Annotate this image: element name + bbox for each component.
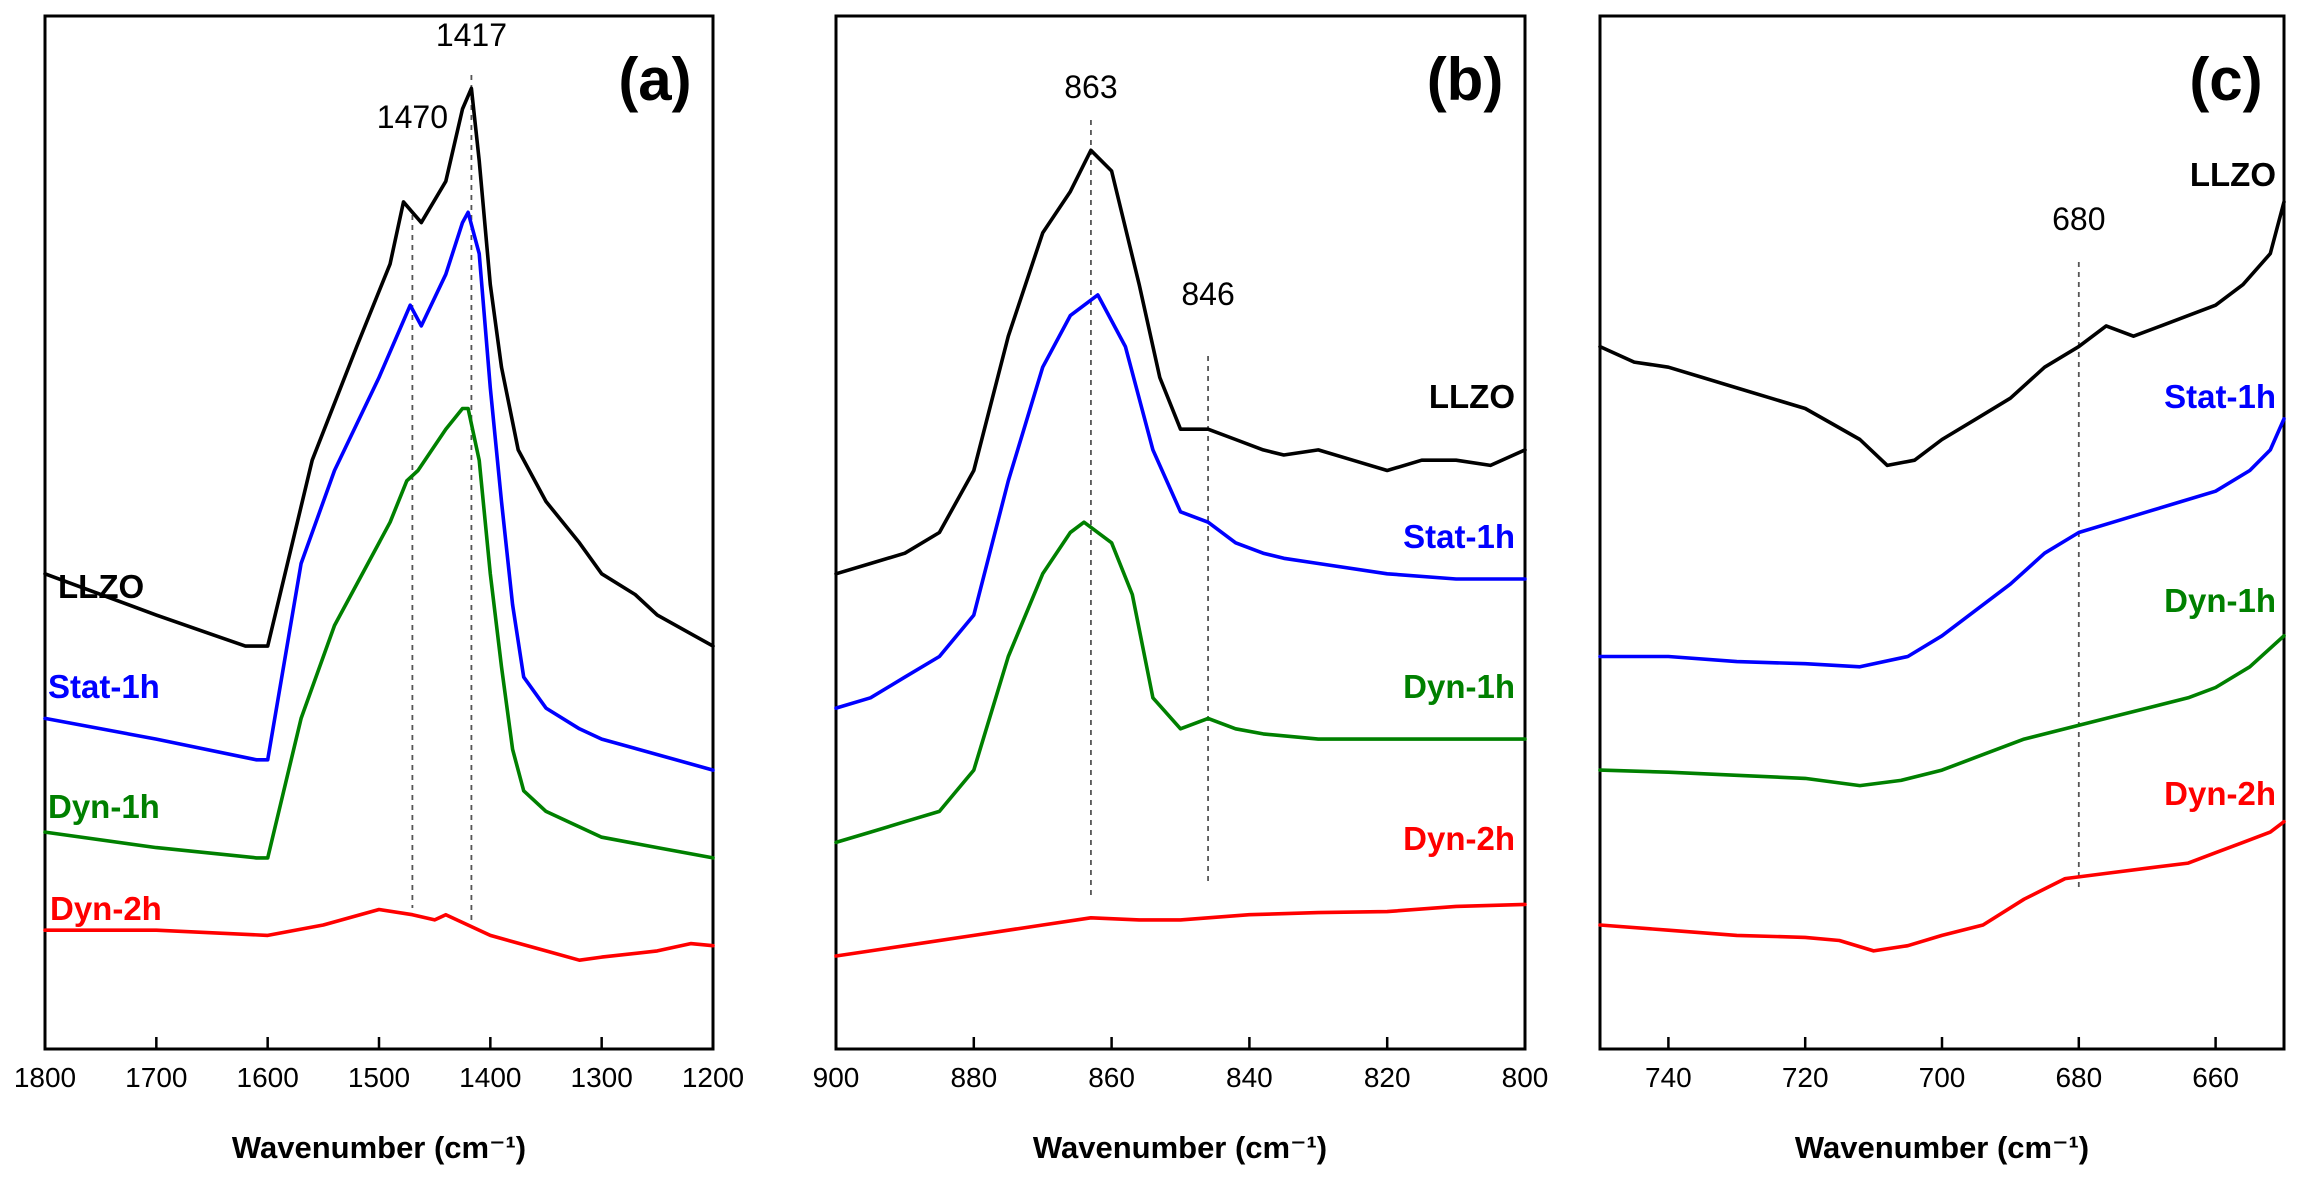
series-line-c-stat-1h <box>1598 417 2286 669</box>
plot-frame-b <box>834 14 1527 1051</box>
x-axis-title-c: Wavenumber (cm⁻¹) <box>1795 1130 2089 1165</box>
series-line-c-dyn-2h <box>1598 819 2286 953</box>
series-line-a-dyn-2h <box>43 907 715 962</box>
series-line-b-llzo <box>834 148 1527 576</box>
series-label-c-dyn-1h: Dyn-1h <box>2164 582 2276 619</box>
x-tick-label-b-880: 880 <box>950 1062 997 1093</box>
series-b: LLZO Stat-1h Dyn-1h Dyn-2h <box>834 148 1527 958</box>
x-tick-label-a-1300: 1300 <box>571 1062 633 1093</box>
x-tick-label-a-1500: 1500 <box>348 1062 410 1093</box>
x-tick-label-b-840: 840 <box>1226 1062 1273 1093</box>
x-ticks-b: 900 880 860 840 820 800 <box>813 1037 1549 1093</box>
series-line-a-stat-1h <box>43 210 715 772</box>
series-label-a-stat-1h: Stat-1h <box>48 668 160 705</box>
x-tick-label-b-900: 900 <box>813 1062 860 1093</box>
series-label-c-stat-1h: Stat-1h <box>2164 378 2276 415</box>
series-line-c-dyn-1h <box>1598 634 2286 788</box>
series-label-a-dyn-2h: Dyn-2h <box>50 890 162 927</box>
series-line-a-dyn-1h <box>43 406 715 860</box>
panel-c: 740 720 700 680 660 680 LLZO Stat-1h Dyn-1h Dyn… <box>1598 14 2286 1165</box>
peak-reference-lines-c: 680 <box>2052 201 2105 892</box>
series-label-b-llzo: LLZO <box>1429 378 1515 415</box>
series-line-b-stat-1h <box>834 293 1527 710</box>
panel-label-a: (a) <box>618 46 691 113</box>
series-line-b-dyn-1h <box>834 520 1527 845</box>
x-tick-label-a-1200: 1200 <box>682 1062 744 1093</box>
series-label-c-dyn-2h: Dyn-2h <box>2164 775 2276 812</box>
series-label-a-dyn-1h: Dyn-1h <box>48 788 160 825</box>
x-tick-label-c-740: 740 <box>1645 1062 1692 1093</box>
series-line-b-dyn-2h <box>834 902 1527 958</box>
x-ticks-c: 740 720 700 680 660 <box>1645 1037 2239 1093</box>
panel-b: 900 880 860 840 820 800 863 846 LLZO Stat-1h Dyn… <box>813 14 1549 1165</box>
peak-label-b-863: 863 <box>1064 69 1117 105</box>
x-tick-label-b-820: 820 <box>1364 1062 1411 1093</box>
series-c: LLZO Stat-1h Dyn-1h Dyn-2h <box>1598 156 2286 953</box>
peak-label-b-846: 846 <box>1181 276 1234 312</box>
x-tick-label-a-1600: 1600 <box>237 1062 299 1093</box>
x-tick-label-c-700: 700 <box>1919 1062 1966 1093</box>
x-tick-label-b-860: 860 <box>1088 1062 1135 1093</box>
x-ticks-a: 1800 1700 1600 1500 1400 1300 1200 <box>14 1037 744 1093</box>
plot-frame-c <box>1598 14 2286 1051</box>
x-tick-label-c-720: 720 <box>1782 1062 1829 1093</box>
panel-label-b: (b) <box>1427 46 1504 113</box>
x-tick-label-b-800: 800 <box>1502 1062 1549 1093</box>
peak-reference-lines-b: 863 846 <box>1064 69 1235 895</box>
series-label-a-llzo: LLZO <box>58 568 144 605</box>
peak-label-a-1417: 1417 <box>436 17 507 53</box>
x-tick-label-a-1700: 1700 <box>125 1062 187 1093</box>
panel-a: 1800 1700 1600 1500 1400 1300 1200 1470 1417 LL… <box>14 14 744 1165</box>
x-tick-label-c-660: 660 <box>2192 1062 2239 1093</box>
x-axis-title-a: Wavenumber (cm⁻¹) <box>232 1130 526 1165</box>
peak-label-a-1470: 1470 <box>377 99 448 135</box>
x-tick-label-a-1800: 1800 <box>14 1062 76 1093</box>
series-label-c-llzo: LLZO <box>2190 156 2276 193</box>
peak-label-c-680: 680 <box>2052 201 2105 237</box>
series-label-b-dyn-2h: Dyn-2h <box>1403 820 1515 857</box>
series-a: LLZO Stat-1h Dyn-1h Dyn-2h <box>43 86 715 962</box>
panel-label-c: (c) <box>2189 46 2262 113</box>
series-label-b-stat-1h: Stat-1h <box>1403 518 1515 555</box>
series-line-a-llzo <box>43 86 715 648</box>
series-line-c-llzo <box>1598 200 2286 468</box>
series-label-b-dyn-1h: Dyn-1h <box>1403 668 1515 705</box>
x-tick-label-a-1400: 1400 <box>459 1062 521 1093</box>
x-tick-label-c-680: 680 <box>2055 1062 2102 1093</box>
x-axis-title-b: Wavenumber (cm⁻¹) <box>1033 1130 1327 1165</box>
peak-reference-lines-a: 1470 1417 <box>377 17 507 925</box>
